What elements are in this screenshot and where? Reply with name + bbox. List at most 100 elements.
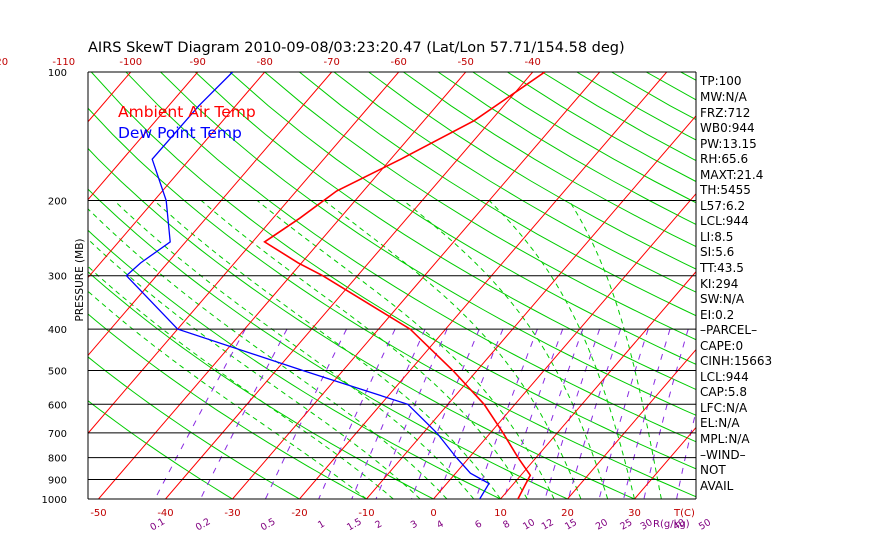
- isotherm: [299, 72, 668, 499]
- bottom-temp-tick-label: 30: [628, 508, 641, 519]
- stat-0: TP:100: [699, 74, 742, 88]
- dry-adiabat: [88, 229, 501, 499]
- mixing-ratio-label: 15: [563, 517, 579, 533]
- pressure-tick-label: 600: [48, 400, 67, 411]
- pressure-tick-label: 200: [48, 197, 67, 208]
- dry-adiabat: [88, 107, 696, 498]
- mixing-ratio-label: 6: [473, 519, 484, 532]
- pressure-tick-label: 300: [48, 272, 67, 283]
- mixing-ratio-label: 12: [540, 517, 556, 533]
- dry-adiabat: [299, 72, 696, 317]
- bottom-temp-tick-label: -10: [358, 508, 374, 519]
- mixing-ratio-label: 4: [435, 519, 446, 532]
- top-temp-tick-label: -50: [458, 57, 474, 68]
- top-temp-tick-label: -120: [0, 57, 8, 68]
- mixing-ratio-label: 10: [521, 517, 537, 533]
- moist-adiabat: [568, 200, 662, 499]
- isotherm: [165, 72, 534, 499]
- dry-adiabat: [160, 72, 696, 416]
- stat-26: AVAIL: [700, 479, 734, 493]
- isotherm: [98, 72, 467, 499]
- dry-adiabat: [333, 72, 696, 293]
- mixing-ratio-label: 1: [316, 519, 327, 532]
- mixing-ratio-label: 20: [594, 517, 610, 533]
- ambient-temp-line: [263, 72, 546, 499]
- stat-11: SI:5.6: [700, 245, 734, 259]
- stat-1: MW:N/A: [700, 90, 748, 104]
- stat-19: LCL:944: [700, 370, 749, 384]
- isotherm: [500, 270, 696, 499]
- stat-9: LCL:944: [700, 214, 749, 228]
- y-axis-label: PRESSURE (MB): [74, 238, 86, 321]
- mixing-ratio-unit: R(g/kg): [653, 519, 690, 530]
- pressure-tick-label: 1000: [42, 495, 67, 506]
- stat-18: CINH:15663: [700, 354, 772, 368]
- bottom-temp-tick-label: 10: [494, 508, 507, 519]
- dry-adiabat: [90, 72, 696, 470]
- dry-adiabat: [88, 356, 300, 499]
- stat-3: WB0:944: [700, 121, 755, 135]
- dry-adiabat: [88, 147, 635, 499]
- stat-13: KI:294: [700, 277, 738, 291]
- moist-adiabat: [323, 200, 582, 499]
- pressure-tick-label: 800: [48, 454, 67, 465]
- top-temp-tick-label: -40: [525, 57, 541, 68]
- bottom-temp-tick-label: 0: [430, 508, 436, 519]
- stat-20: CAP:5.8: [700, 385, 747, 399]
- bottom-temp-tick-label: 20: [561, 508, 574, 519]
- dry-adiabat: [403, 72, 696, 248]
- top-temp-tick-label: -100: [119, 57, 142, 68]
- stat-8: L57:6.2: [700, 199, 745, 213]
- dry-adiabat: [88, 271, 434, 499]
- dry-adiabat: [88, 313, 367, 499]
- stat-6: MAXT:21.4: [700, 168, 763, 182]
- stat-21: LFC:N/A: [700, 401, 748, 415]
- mixing-ratio-label: 2: [373, 519, 384, 532]
- isotherm: [88, 72, 199, 201]
- stat-24: –WIND–: [700, 448, 746, 462]
- top-temp-tick-label: -60: [391, 57, 407, 68]
- stat-4: PW:13.15: [700, 137, 757, 151]
- stat-15: EI:0.2: [700, 308, 734, 322]
- legend-ambient: Ambient Air Temp: [118, 103, 256, 121]
- dry-adiabat: [368, 72, 696, 270]
- top-temp-tick-label: -110: [52, 57, 75, 68]
- bottom-temp-tick-label: -30: [224, 508, 240, 519]
- isotherm: [88, 72, 400, 435]
- stat-12: TT:43.5: [699, 261, 744, 275]
- bottom-temp-tick-label: -20: [291, 508, 307, 519]
- bottom-temp-tick-label: -40: [157, 508, 173, 519]
- x-axis-unit: T(C): [673, 508, 695, 519]
- top-temp-tick-label: -90: [190, 57, 206, 68]
- stat-23: MPL:N/A: [700, 432, 750, 446]
- stat-2: FRZ:712: [700, 106, 750, 120]
- isotherm: [567, 348, 696, 499]
- pressure-tick-label: 400: [48, 325, 67, 336]
- isotherm: [232, 72, 601, 499]
- dry-adiabat: [125, 72, 696, 443]
- chart-title: AIRS SkewT Diagram 2010-09-08/03:23:20.4…: [88, 40, 625, 56]
- isotherm: [433, 193, 696, 499]
- pressure-tick-label: 100: [48, 68, 67, 79]
- stat-7: TH:5455: [699, 183, 751, 197]
- top-temp-tick-label: -80: [257, 57, 273, 68]
- pressure-tick-label: 900: [48, 475, 67, 486]
- dewpoint-temp-line: [125, 72, 490, 499]
- stat-5: RH:65.6: [700, 152, 748, 166]
- stat-10: LI:8.5: [700, 230, 733, 244]
- pressure-tick-label: 500: [48, 366, 67, 377]
- mixing-ratio-label: 8: [501, 519, 512, 532]
- isotherm: [366, 115, 696, 499]
- moist-adiabat: [488, 200, 635, 499]
- dry-adiabat: [264, 72, 696, 341]
- mixing-ratio-label: 25: [618, 517, 634, 533]
- mixing-ratio-label: 50: [697, 517, 713, 533]
- stat-14: SW:N/A: [700, 292, 745, 306]
- stat-25: NOT: [700, 463, 726, 477]
- stat-17: CAPE:0: [700, 339, 743, 353]
- dry-adiabat: [88, 400, 233, 499]
- stat-22: EL:N/A: [700, 416, 740, 430]
- mixing-ratio-label: 3: [409, 519, 420, 532]
- stats-panel: TP:100 MW:N/A FRZ:712 WB0:944 PW:13.15 R…: [699, 74, 772, 493]
